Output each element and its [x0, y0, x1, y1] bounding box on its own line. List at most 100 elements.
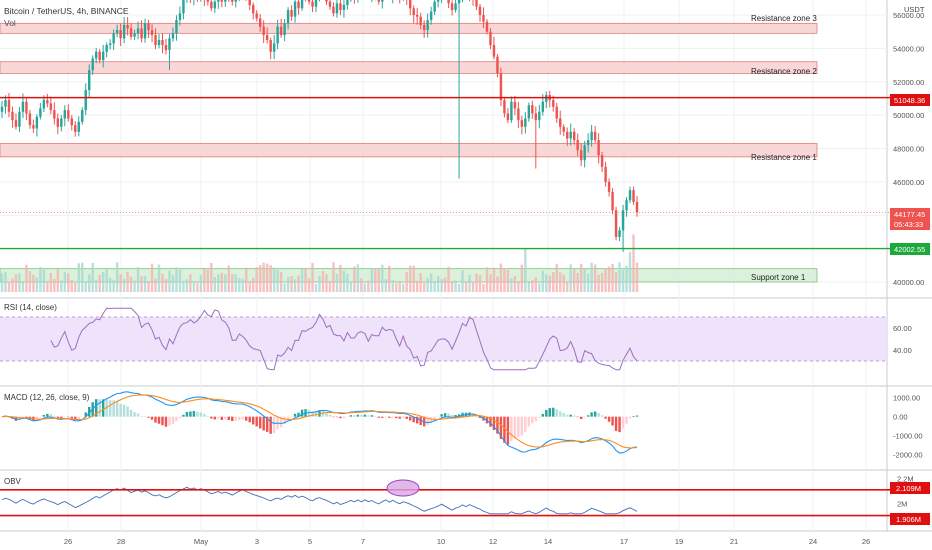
rsi-label[interactable]: RSI (14, close) — [4, 303, 57, 312]
macd-histogram-bar — [150, 416, 154, 420]
volume-bar — [28, 271, 32, 292]
candle-body — [70, 118, 73, 126]
obv-divergence-ellipse[interactable] — [386, 479, 420, 497]
candle-body — [485, 21, 489, 32]
macd-histogram-bar — [290, 416, 293, 418]
volume-bar — [108, 277, 112, 292]
macd-histogram-bar — [255, 416, 258, 427]
macd-histogram-bar — [206, 416, 210, 417]
zones-layer — [0, 22, 818, 283]
macd-histogram-bar — [60, 416, 63, 419]
volume-bar — [60, 280, 63, 292]
macd-histogram-bar — [217, 416, 220, 419]
volume-bar — [210, 262, 213, 292]
macd-histogram-bar — [14, 416, 18, 421]
volume-bar — [485, 267, 489, 292]
candle-body — [269, 40, 272, 52]
macd-pane: 1000.00 0.00 -1000.00 -2000.00 — [1, 391, 923, 460]
volume-bar — [234, 274, 237, 292]
volume-bar — [346, 273, 349, 292]
volume-bar — [297, 275, 300, 292]
volume-bar — [272, 267, 276, 292]
macd-histogram-bar — [101, 399, 105, 417]
volume-bar — [286, 276, 290, 292]
candle-body — [552, 100, 555, 107]
time-axis[interactable]: 26 28 May 3 5 7 10 12 14 17 19 21 24 26 — [64, 537, 870, 546]
macd-histogram-bar — [98, 399, 101, 417]
macd-tick-label: 0.00 — [893, 413, 908, 422]
macd-histogram-bar — [210, 416, 213, 419]
zone-rect-2[interactable] — [0, 143, 818, 158]
macd-tick-label: -2000.00 — [893, 451, 923, 460]
candle-body — [108, 43, 112, 46]
candle-body — [569, 131, 572, 139]
macd-histogram-bar — [381, 416, 384, 418]
zone-rect-3[interactable] — [0, 268, 818, 283]
macd-histogram-bar — [133, 412, 136, 417]
zone-rect-1[interactable] — [0, 61, 818, 74]
date-tick-label: 21 — [730, 537, 738, 546]
volume-bar — [555, 264, 558, 292]
obv-label[interactable]: OBV — [4, 477, 22, 486]
candle-body — [335, 3, 339, 14]
macd-histogram-bar — [42, 414, 46, 417]
candle-body — [286, 9, 290, 24]
macd-histogram-bar — [496, 416, 499, 434]
volume-bar — [269, 265, 272, 292]
volume-bar — [88, 274, 91, 292]
date-tick-label: 17 — [620, 537, 628, 546]
volume-bar — [426, 277, 429, 292]
macd-histogram-bar — [178, 416, 182, 419]
macd-histogram-bar — [524, 416, 527, 433]
volume-bar — [635, 262, 639, 292]
volume-bar — [332, 262, 335, 292]
macd-histogram-bar — [471, 413, 475, 417]
volume-bar — [625, 265, 628, 292]
candle-body — [4, 100, 7, 107]
volume-bar — [56, 269, 60, 292]
macd-histogram-bar — [607, 416, 611, 422]
volume-bar — [545, 274, 548, 292]
candle-body — [94, 51, 98, 59]
volume-bar — [506, 269, 510, 292]
macd-histogram-bar — [39, 416, 42, 418]
volume-bar — [538, 283, 541, 292]
volume-bar — [600, 273, 604, 292]
macd-label[interactable]: MACD (12, 26, close, 9) — [4, 393, 90, 402]
rsi-tick-label: 60.00 — [893, 324, 912, 333]
volume-bar — [293, 279, 297, 292]
volume-bar — [450, 280, 454, 292]
macd-histogram-bar — [391, 416, 394, 418]
candle-body — [597, 140, 600, 156]
macd-histogram-bar — [632, 416, 635, 417]
volume-bar — [367, 280, 370, 292]
macd-histogram-bar — [489, 416, 492, 427]
candle-body — [255, 13, 258, 19]
volume-bar — [7, 281, 11, 292]
obv-lower-text: 1.906M — [896, 515, 921, 524]
candle-body — [447, 0, 450, 4]
macd-histogram-bar — [248, 416, 251, 423]
volume-bar — [150, 263, 154, 292]
volume-bar — [349, 281, 353, 292]
volume-bar — [621, 270, 625, 292]
currency-label: USDT — [904, 5, 925, 14]
volume-bar — [464, 282, 468, 292]
volume-bar — [492, 267, 496, 292]
candle-body — [457, 0, 461, 4]
volume-bar — [384, 278, 388, 292]
macd-line — [1, 391, 638, 454]
zone-label-resistance-3: Resistance zone 3 — [751, 14, 817, 23]
zone-rect-0[interactable] — [0, 22, 818, 34]
macd-histogram-bar — [168, 416, 171, 426]
volume-bar — [84, 281, 87, 292]
volume-bar — [129, 276, 133, 292]
price-axis[interactable]: 56000.00 54000.00 52000.00 50000.00 48000.00… — [893, 11, 924, 287]
price-tick-label: 48000.00 — [893, 145, 924, 154]
support-price-text: 42002.55 — [894, 245, 925, 254]
macd-histogram-bar — [234, 416, 237, 421]
candle-body — [265, 35, 269, 41]
candle-body — [300, 0, 304, 9]
macd-histogram-bar — [457, 414, 461, 417]
